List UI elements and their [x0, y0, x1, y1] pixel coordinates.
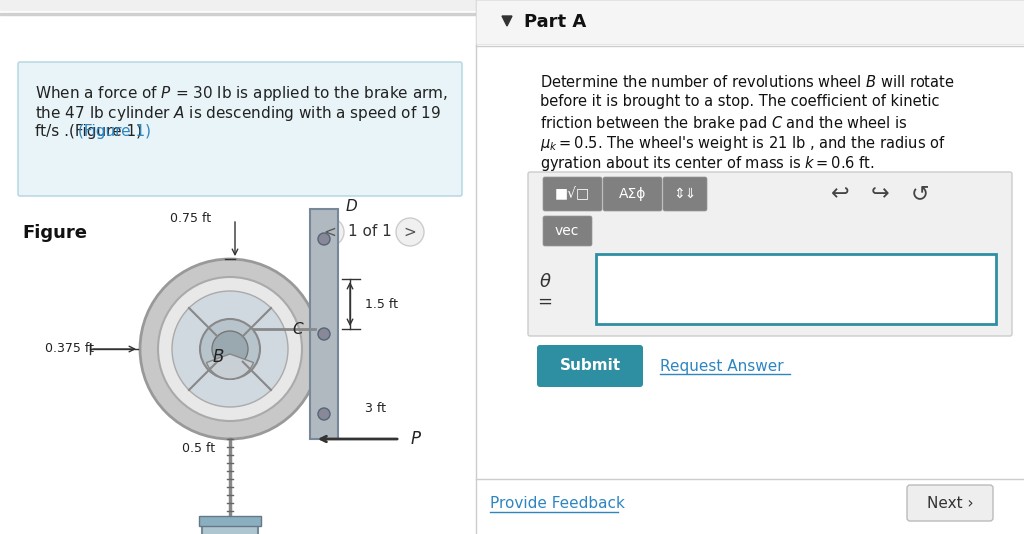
Text: Next ›: Next › — [927, 496, 973, 511]
FancyBboxPatch shape — [543, 216, 592, 246]
FancyBboxPatch shape — [663, 177, 707, 211]
Bar — [476, 0, 1024, 44]
Text: 3 ft: 3 ft — [365, 403, 386, 415]
Text: before it is brought to a stop. The coefficient of kinetic: before it is brought to a stop. The coef… — [540, 94, 939, 109]
Circle shape — [200, 319, 260, 379]
Bar — [199, 516, 261, 526]
Text: 1.5 ft: 1.5 ft — [365, 297, 398, 310]
Text: AΣϕ: AΣϕ — [618, 187, 646, 201]
Text: 0.375 ft: 0.375 ft — [45, 342, 94, 356]
Text: Request Answer: Request Answer — [660, 358, 783, 373]
Text: ⇕⇓: ⇕⇓ — [674, 187, 696, 201]
Polygon shape — [502, 16, 512, 26]
FancyBboxPatch shape — [18, 62, 462, 196]
Circle shape — [316, 218, 344, 246]
Text: Determine the number of revolutions wheel $B$ will rotate: Determine the number of revolutions whee… — [540, 74, 954, 90]
Bar — [310, 209, 338, 439]
FancyBboxPatch shape — [543, 177, 602, 211]
Text: $\mu_k = 0.5$. The wheel's weight is 21 lb , and the radius of: $\mu_k = 0.5$. The wheel's weight is 21 … — [540, 134, 946, 153]
Text: =: = — [538, 293, 553, 311]
Circle shape — [318, 408, 330, 420]
FancyBboxPatch shape — [528, 172, 1012, 336]
Text: Submit: Submit — [559, 358, 621, 373]
Text: 1 of 1: 1 of 1 — [348, 224, 392, 240]
Text: Part A: Part A — [524, 13, 587, 31]
Text: 0.5 ft: 0.5 ft — [182, 443, 215, 456]
Wedge shape — [207, 354, 254, 379]
Text: $D$: $D$ — [345, 198, 358, 214]
Bar — [0, 13, 1024, 15]
Circle shape — [318, 233, 330, 245]
Text: Figure: Figure — [22, 224, 87, 242]
Text: $C$: $C$ — [293, 321, 305, 337]
Text: gyration about its center of mass is $k = 0.6$ ft.: gyration about its center of mass is $k … — [540, 154, 874, 173]
FancyBboxPatch shape — [907, 485, 993, 521]
Text: ↪: ↪ — [870, 184, 889, 204]
Bar — [202, 519, 258, 534]
Text: ft/s .(Figure 1): ft/s .(Figure 1) — [35, 124, 142, 139]
Text: ■√□: ■√□ — [555, 187, 590, 201]
Text: 0.75 ft: 0.75 ft — [170, 213, 211, 225]
Circle shape — [396, 218, 424, 246]
FancyBboxPatch shape — [603, 177, 662, 211]
Circle shape — [318, 328, 330, 340]
Text: vec: vec — [555, 224, 580, 238]
Text: $P$: $P$ — [410, 430, 422, 448]
Text: ↺: ↺ — [910, 184, 930, 204]
Text: When a force of $P$ = 30 lb is applied to the brake arm,: When a force of $P$ = 30 lb is applied t… — [35, 84, 447, 103]
Circle shape — [158, 277, 302, 421]
Text: the 47 lb cylinder $A$ is descending with a speed of 19: the 47 lb cylinder $A$ is descending wit… — [35, 104, 440, 123]
FancyBboxPatch shape — [537, 345, 643, 387]
Bar — [0, 0, 1024, 10]
Text: $\theta$: $\theta$ — [539, 273, 551, 291]
Text: Provide Feedback: Provide Feedback — [490, 497, 625, 512]
Text: <: < — [324, 224, 336, 240]
Circle shape — [212, 331, 248, 367]
Text: (Figure 1): (Figure 1) — [78, 124, 151, 139]
Text: >: > — [403, 224, 417, 240]
Bar — [596, 254, 996, 324]
Circle shape — [140, 259, 319, 439]
Circle shape — [172, 291, 288, 407]
Text: friction between the brake pad $C$ and the wheel is: friction between the brake pad $C$ and t… — [540, 114, 907, 133]
Text: $B$: $B$ — [212, 348, 224, 366]
Text: ↩: ↩ — [830, 184, 849, 204]
